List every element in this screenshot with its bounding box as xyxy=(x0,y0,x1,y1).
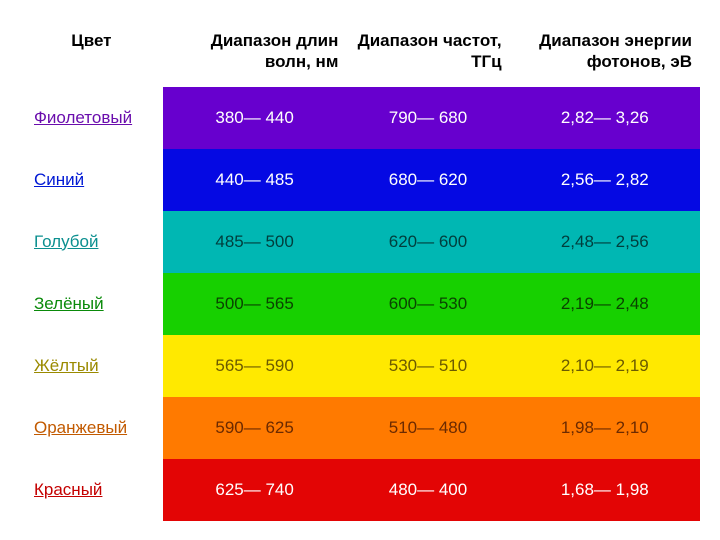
wavelength-cell: 440— 485 xyxy=(163,149,347,211)
energy-cell: 2,48— 2,56 xyxy=(510,211,700,273)
color-name-cell: Голубой xyxy=(20,211,163,273)
frequency-cell: 680— 620 xyxy=(346,149,509,211)
wavelength-cell: 500— 565 xyxy=(163,273,347,335)
color-name-cell: Зелёный xyxy=(20,273,163,335)
table-row: Жёлтый565— 590530— 5102,10— 2,19 xyxy=(20,335,700,397)
header-wavelength: Диапазон длин волн, нм xyxy=(163,20,347,87)
table-row: Голубой485— 500620— 6002,48— 2,56 xyxy=(20,211,700,273)
spectrum-table-container: Цвет Диапазон длин волн, нм Диапазон час… xyxy=(0,0,720,521)
energy-cell: 1,98— 2,10 xyxy=(510,397,700,459)
spectrum-table: Цвет Диапазон длин волн, нм Диапазон час… xyxy=(20,20,700,521)
header-frequency: Диапазон частот, ТГц xyxy=(346,20,509,87)
table-header: Цвет Диапазон длин волн, нм Диапазон час… xyxy=(20,20,700,87)
wavelength-cell: 485— 500 xyxy=(163,211,347,273)
frequency-cell: 530— 510 xyxy=(346,335,509,397)
header-color: Цвет xyxy=(20,20,163,87)
frequency-cell: 600— 530 xyxy=(346,273,509,335)
wavelength-cell: 380— 440 xyxy=(163,87,347,149)
table-row: Зелёный500— 565600— 5302,19— 2,48 xyxy=(20,273,700,335)
color-name-cell: Синий xyxy=(20,149,163,211)
wavelength-cell: 565— 590 xyxy=(163,335,347,397)
color-name-cell: Фиолетовый xyxy=(20,87,163,149)
energy-cell: 1,68— 1,98 xyxy=(510,459,700,521)
frequency-cell: 510— 480 xyxy=(346,397,509,459)
frequency-cell: 480— 400 xyxy=(346,459,509,521)
table-body: Фиолетовый380— 440790— 6802,82— 3,26Сини… xyxy=(20,87,700,521)
table-row: Фиолетовый380— 440790— 6802,82— 3,26 xyxy=(20,87,700,149)
color-name-cell: Красный xyxy=(20,459,163,521)
energy-cell: 2,56— 2,82 xyxy=(510,149,700,211)
energy-cell: 2,10— 2,19 xyxy=(510,335,700,397)
table-row: Оранжевый590— 625510— 4801,98— 2,10 xyxy=(20,397,700,459)
color-name-cell: Жёлтый xyxy=(20,335,163,397)
wavelength-cell: 625— 740 xyxy=(163,459,347,521)
wavelength-cell: 590— 625 xyxy=(163,397,347,459)
table-row: Синий440— 485680— 6202,56— 2,82 xyxy=(20,149,700,211)
energy-cell: 2,19— 2,48 xyxy=(510,273,700,335)
header-energy: Диапазон энергии фотонов, эВ xyxy=(510,20,700,87)
table-row: Красный625— 740480— 4001,68— 1,98 xyxy=(20,459,700,521)
color-name-cell: Оранжевый xyxy=(20,397,163,459)
energy-cell: 2,82— 3,26 xyxy=(510,87,700,149)
frequency-cell: 620— 600 xyxy=(346,211,509,273)
frequency-cell: 790— 680 xyxy=(346,87,509,149)
